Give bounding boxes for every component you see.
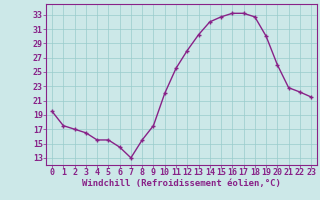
X-axis label: Windchill (Refroidissement éolien,°C): Windchill (Refroidissement éolien,°C) — [82, 179, 281, 188]
